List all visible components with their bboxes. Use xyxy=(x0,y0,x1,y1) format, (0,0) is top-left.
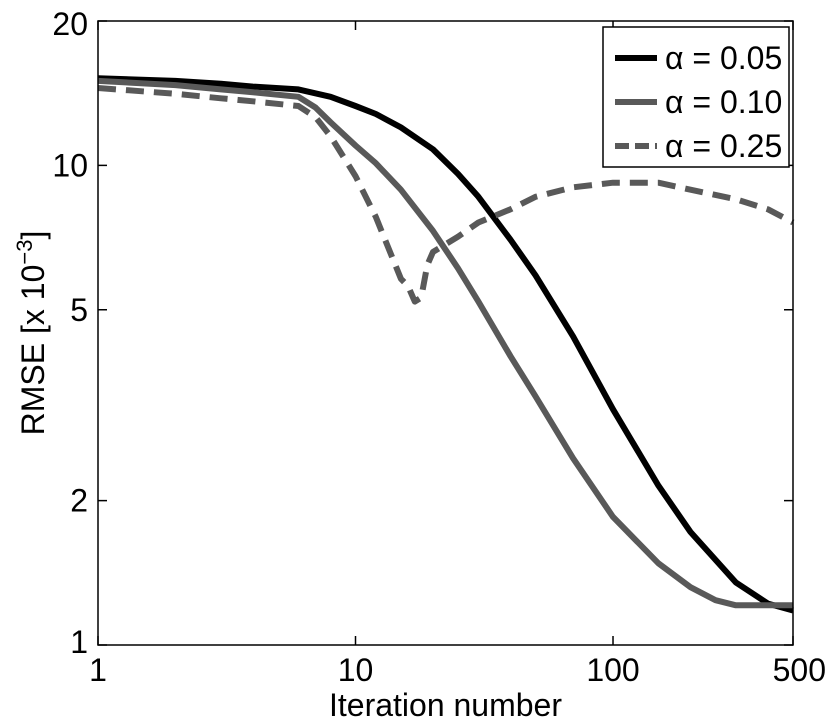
ticks-layer: 1 10 100 500 1 2 5 10 20 xyxy=(52,6,826,688)
x-tick-label: 100 xyxy=(586,652,639,688)
series-layer xyxy=(97,75,795,614)
y-axis-title-base: RMSE [x 10 xyxy=(15,265,51,436)
y-tick-label: 5 xyxy=(70,292,88,328)
series-line-2 xyxy=(97,77,793,609)
y-tick-label: 20 xyxy=(52,6,88,42)
legend-box xyxy=(602,26,790,168)
y-axis-title: RMSE [x 10−3] xyxy=(12,231,52,436)
x-axis-title: Iteration number xyxy=(329,687,562,723)
series-line-3 xyxy=(97,85,795,305)
y-tick-label: 10 xyxy=(52,147,88,183)
x-tick-label: 10 xyxy=(338,652,374,688)
y-tick-label: 2 xyxy=(70,483,88,519)
x-tick-label: 1 xyxy=(89,652,107,688)
x-tick-label: 500 xyxy=(773,652,826,688)
legend: α = 0.05 α = 0.10 α = 0.25 xyxy=(602,26,790,168)
legend-label-3: α = 0.25 xyxy=(665,128,782,164)
plot-frame xyxy=(97,20,794,646)
y-tick-label: 1 xyxy=(70,624,88,660)
series-line-1 xyxy=(97,75,794,614)
legend-label-1: α = 0.05 xyxy=(665,40,782,76)
y-axis-title-close: ] xyxy=(15,231,51,240)
y-axis-title-exponent: −3 xyxy=(12,240,37,265)
legend-label-2: α = 0.10 xyxy=(665,84,782,120)
